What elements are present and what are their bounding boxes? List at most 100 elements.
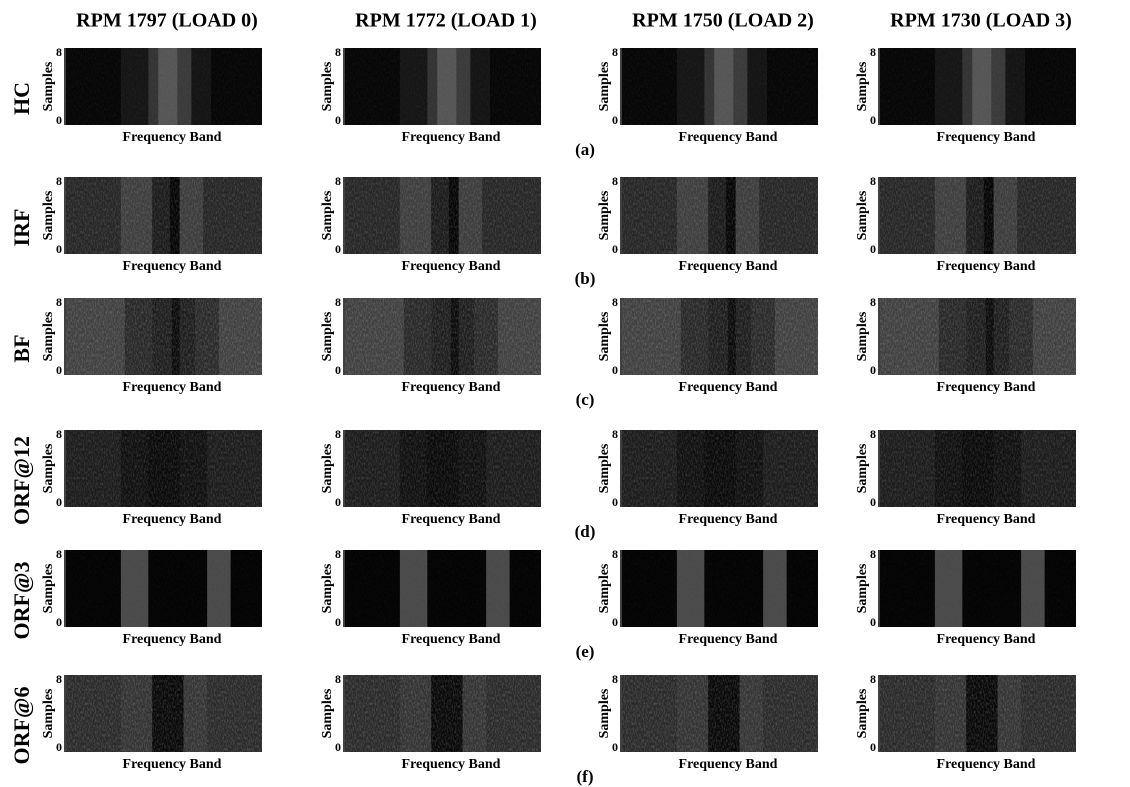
y-tick-label: 8 <box>870 174 876 188</box>
y-axis-label: Samples <box>41 61 56 111</box>
row-label: HC <box>9 82 34 115</box>
x-axis-label: Frequency Band <box>123 632 222 647</box>
y-axis-label: Samples <box>855 688 870 738</box>
y-axis-label: Samples <box>597 563 612 613</box>
x-axis-label: Frequency Band <box>679 512 778 527</box>
y-tick-label: 0 <box>612 495 618 509</box>
texture <box>880 298 1076 375</box>
x-axis-label: Frequency Band <box>679 757 778 772</box>
y-tick-label: 0 <box>612 113 618 127</box>
y-tick-label: 0 <box>870 495 876 509</box>
x-axis-label: Frequency Band <box>937 380 1036 395</box>
x-axis-label: Frequency Band <box>937 130 1036 145</box>
texture <box>345 298 541 375</box>
y-tick-label: 8 <box>870 427 876 441</box>
y-tick-label: 8 <box>612 174 618 188</box>
row-label: ORF@6 <box>9 687 34 765</box>
y-tick-label: 0 <box>612 363 618 377</box>
y-axis-label: Samples <box>320 443 335 493</box>
y-tick-label: 0 <box>56 242 62 256</box>
y-tick-label: 0 <box>870 363 876 377</box>
row-label: ORF@12 <box>9 436 34 525</box>
y-tick-label: 0 <box>870 740 876 754</box>
y-tick-label: 8 <box>56 45 62 59</box>
texture <box>345 675 541 752</box>
texture <box>622 298 818 375</box>
x-axis-label: Frequency Band <box>402 632 501 647</box>
texture <box>622 430 818 507</box>
x-axis-label: Frequency Band <box>402 380 501 395</box>
x-axis-label: Frequency Band <box>679 632 778 647</box>
y-tick-label: 8 <box>612 45 618 59</box>
texture <box>880 550 1076 627</box>
y-tick-label: 8 <box>56 547 62 561</box>
y-tick-label: 8 <box>612 547 618 561</box>
y-tick-label: 8 <box>870 295 876 309</box>
texture <box>66 675 262 752</box>
y-axis-label: Samples <box>855 443 870 493</box>
y-axis-label: Samples <box>855 311 870 361</box>
row-label: IRF <box>9 209 34 247</box>
y-tick-label: 0 <box>612 740 618 754</box>
x-axis-label: Frequency Band <box>123 512 222 527</box>
panel-label: (c) <box>576 390 595 409</box>
y-tick-label: 8 <box>335 427 341 441</box>
texture <box>66 550 262 627</box>
texture <box>622 550 818 627</box>
x-axis-label: Frequency Band <box>679 380 778 395</box>
y-axis-label: Samples <box>597 61 612 111</box>
y-tick-label: 0 <box>56 495 62 509</box>
y-tick-label: 0 <box>335 615 341 629</box>
y-tick-label: 0 <box>335 363 341 377</box>
texture <box>880 48 1076 125</box>
column-header: RPM 1797 (LOAD 0) <box>76 10 258 32</box>
panel-label: (f) <box>577 767 594 786</box>
row-label: ORF@3 <box>9 562 34 640</box>
y-tick-label: 8 <box>335 672 341 686</box>
y-tick-label: 8 <box>612 427 618 441</box>
row-label: BF <box>9 334 34 362</box>
column-header: RPM 1730 (LOAD 3) <box>890 10 1072 32</box>
y-axis-label: Samples <box>597 688 612 738</box>
panel-label: (b) <box>575 269 596 288</box>
texture <box>66 430 262 507</box>
y-tick-label: 0 <box>870 615 876 629</box>
y-tick-label: 0 <box>56 615 62 629</box>
texture <box>880 675 1076 752</box>
y-axis-label: Samples <box>320 688 335 738</box>
y-tick-label: 8 <box>56 672 62 686</box>
y-axis-label: Samples <box>855 563 870 613</box>
texture <box>345 177 541 254</box>
x-axis-label: Frequency Band <box>402 130 501 145</box>
texture <box>66 48 262 125</box>
x-axis-label: Frequency Band <box>937 259 1036 274</box>
y-axis-label: Samples <box>320 190 335 240</box>
x-axis-label: Frequency Band <box>402 757 501 772</box>
y-axis-label: Samples <box>320 311 335 361</box>
y-tick-label: 8 <box>870 547 876 561</box>
y-tick-label: 0 <box>335 242 341 256</box>
x-axis-label: Frequency Band <box>679 130 778 145</box>
column-header: RPM 1772 (LOAD 1) <box>355 10 537 32</box>
y-axis-label: Samples <box>41 688 56 738</box>
y-tick-label: 8 <box>870 672 876 686</box>
y-tick-label: 8 <box>335 295 341 309</box>
y-axis-label: Samples <box>41 563 56 613</box>
figure: RPM 1797 (LOAD 0) RPM 1772 (LOAD 1) RPM 17… <box>0 0 1130 787</box>
x-axis-label: Frequency Band <box>937 632 1036 647</box>
